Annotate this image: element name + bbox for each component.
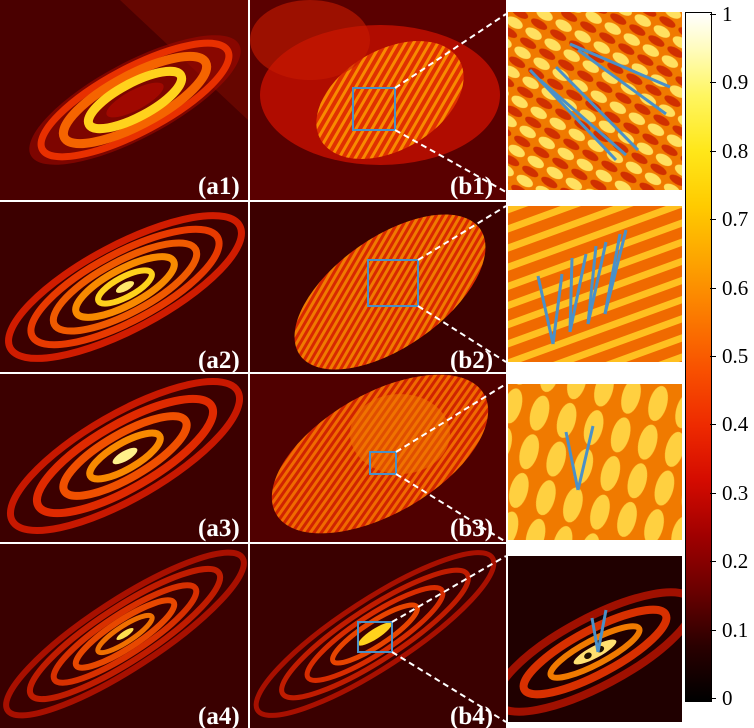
panel-b4: (b4) xyxy=(250,544,506,728)
zoom-inset-4 xyxy=(508,556,682,722)
panel-label-a2: (a2) xyxy=(198,347,240,372)
colorbar-tick-label: 0.3 xyxy=(722,480,749,505)
ring-image-a1 xyxy=(0,0,248,200)
zoom-inset-3 xyxy=(508,384,682,540)
ring-image-a2 xyxy=(0,202,248,372)
zoom-inset-2 xyxy=(508,206,682,362)
zoom-box-b4 xyxy=(357,621,393,653)
panel-a3: (a3) xyxy=(0,374,248,542)
panel-b2: (b2) xyxy=(250,202,506,372)
colorbar-tick-label: 0.6 xyxy=(722,275,749,300)
colorbar-tick xyxy=(710,287,716,289)
zoom-inset-1 xyxy=(508,12,682,190)
colorbar-tick-label: 0 xyxy=(722,686,733,710)
colorbar-tick xyxy=(710,424,716,426)
colorbar-tick xyxy=(710,492,716,494)
panel-label-a3: (a3) xyxy=(198,515,240,542)
panel-label-a1: (a1) xyxy=(198,173,240,200)
panel-a1: (a1) xyxy=(0,0,248,200)
colorbar-tick xyxy=(710,14,716,15)
panel-label-b2: (b2) xyxy=(450,347,494,372)
panel-label-b1: (b1) xyxy=(450,173,494,200)
colorbar-tick-label: 0.1 xyxy=(722,617,749,642)
fringe-image-b4 xyxy=(250,544,506,728)
panel-b1: (b1) xyxy=(250,0,506,200)
colorbar-tick xyxy=(710,82,716,84)
colorbar-tick xyxy=(710,219,716,221)
colorbar-tick xyxy=(710,698,716,699)
colorbar-tick-label: 1 xyxy=(722,2,733,26)
ring-image-a4 xyxy=(0,544,248,728)
colorbar-tick-label: 0.4 xyxy=(722,412,749,437)
panel-a4: (a4) xyxy=(0,544,248,728)
panel-label-b4: (b4) xyxy=(450,703,494,728)
colorbar-tick-label: 0.7 xyxy=(722,207,749,232)
colorbar-tick-label: 0.9 xyxy=(722,70,749,95)
panel-b3: (b3) xyxy=(250,374,506,542)
panel-a2: (a2) xyxy=(0,202,248,372)
colorbar-tick-label: 0.2 xyxy=(722,549,749,574)
colorbar-tick-label: 0.5 xyxy=(722,344,749,368)
colorbar-tick xyxy=(710,356,716,357)
zoom-box-b2 xyxy=(367,259,419,307)
colorbar-tick xyxy=(710,561,716,563)
zoom-box-b3 xyxy=(369,451,397,475)
zoom-box-b1 xyxy=(352,87,396,131)
colorbar-tick xyxy=(710,629,716,631)
colorbar-tick xyxy=(710,150,716,152)
colorbar-tick-label: 0.8 xyxy=(722,138,749,163)
panel-label-b3: (b3) xyxy=(450,515,494,542)
colorbar xyxy=(685,12,712,702)
fringe-image-b1 xyxy=(250,0,506,200)
ring-image-a3 xyxy=(0,374,248,542)
panel-label-a4: (a4) xyxy=(198,703,240,728)
